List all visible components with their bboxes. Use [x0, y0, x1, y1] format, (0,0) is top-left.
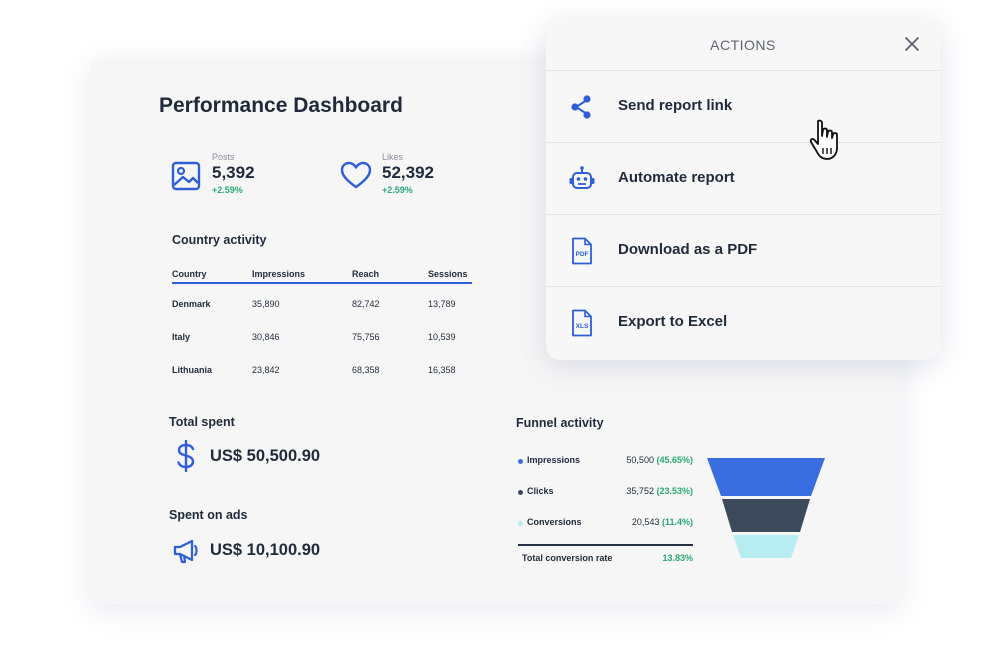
spent-on-ads-title: Spent on ads	[169, 508, 248, 522]
table-cell: 30,846	[252, 332, 280, 342]
actions-header: ACTIONS	[546, 18, 940, 71]
stage-name: Conversions	[527, 517, 582, 527]
dashboard-title: Performance Dashboard	[159, 94, 403, 117]
table-cell: 10,539	[428, 332, 456, 342]
stage-count: 20,543	[631, 517, 660, 527]
table-cell: Italy	[172, 332, 191, 342]
kpi-value: 5,392	[212, 163, 255, 182]
funnel-chart	[707, 458, 825, 558]
table-cell: 82,742	[352, 299, 380, 309]
kpi-value: 52,392	[382, 163, 434, 182]
stage-percent: (11.4%)	[661, 517, 693, 527]
country-activity-table: Country Impressions Reach Sessions Denma…	[172, 264, 472, 383]
hand-pointer-cursor-icon	[809, 119, 838, 160]
download-pdf-button[interactable]: PDF Download as a PDF	[546, 215, 940, 287]
kpi-posts: Posts 5,392 +2.59%	[170, 150, 310, 200]
table-cell: 23,842	[252, 365, 280, 375]
legend-dot	[518, 459, 523, 464]
table-cell: 35,890	[252, 299, 280, 309]
table-cell: 75,756	[352, 332, 380, 342]
action-label: Export to Excel	[618, 313, 728, 330]
stage-count: 50,500	[626, 455, 654, 465]
stage-name: Clicks	[527, 486, 554, 496]
table-cell: 16,358	[428, 365, 456, 375]
actions-panel: ACTIONS Send report link Automate report	[546, 18, 940, 360]
stage-value: 35,752 (23.53%)	[626, 486, 693, 496]
total-conversion-value: 13.83%	[662, 553, 693, 563]
table-row: Italy 30,846 75,756 10,539	[172, 317, 472, 350]
funnel-legend: Impressions 50,500 (45.65%) Clicks 35,75…	[518, 450, 693, 570]
kpi-likes: Likes 52,392 +2.59%	[340, 150, 490, 200]
kpi-label: Posts	[212, 152, 235, 162]
legend-dot	[518, 521, 523, 526]
stage-value: 50,500 (45.65%)	[626, 455, 693, 465]
table-header: Country Impressions Reach Sessions	[172, 264, 472, 284]
column-header: Sessions	[428, 269, 468, 279]
column-header: Impressions	[252, 269, 306, 279]
table-cell: 68,358	[352, 365, 380, 375]
legend-dot	[518, 490, 523, 495]
funnel-total-row: Total conversion rate 13.83%	[518, 544, 693, 570]
spent-on-ads-value: US$ 10,100.90	[172, 534, 392, 568]
dollar-icon	[177, 440, 195, 472]
kpi-change: +2.59%	[212, 185, 243, 195]
funnel-activity-title: Funnel activity	[516, 416, 604, 430]
actions-title: ACTIONS	[710, 37, 776, 53]
stage-percent: (23.53%)	[656, 486, 693, 496]
amount: US$ 10,100.90	[210, 541, 321, 559]
stage-name: Impressions	[527, 455, 581, 465]
action-label: Download as a PDF	[618, 241, 758, 258]
svg-text:XLS: XLS	[576, 323, 589, 330]
action-label: Send report link	[618, 97, 733, 114]
funnel-row-conversions: Conversions 20,543 (11.4%)	[518, 512, 693, 543]
close-icon[interactable]	[904, 36, 920, 52]
stage-percent: (45.65%)	[656, 455, 693, 465]
column-header: Reach	[352, 269, 380, 279]
funnel-segment-conversions	[733, 535, 799, 558]
total-conversion-label: Total conversion rate	[522, 553, 613, 563]
action-label: Automate report	[618, 169, 735, 186]
table-cell: Denmark	[172, 299, 211, 309]
megaphone-icon	[173, 539, 198, 564]
table-cell: Lithuania	[172, 365, 212, 375]
automate-report-button[interactable]: Automate report	[546, 143, 940, 215]
table-row: Denmark 35,890 82,742 13,789	[172, 284, 472, 317]
funnel-segment-impressions	[707, 458, 825, 496]
image-icon	[171, 161, 201, 191]
total-spent-title: Total spent	[169, 415, 235, 429]
xls-file-icon: XLS	[572, 309, 592, 337]
share-icon	[571, 95, 591, 119]
amount: US$ 50,500.90	[210, 447, 321, 465]
pdf-file-icon: PDF	[572, 237, 592, 265]
column-header: Country	[172, 269, 207, 279]
country-activity-title: Country activity	[172, 233, 267, 247]
total-spent-value: US$ 50,500.90	[172, 440, 392, 474]
export-excel-button[interactable]: XLS Export to Excel	[546, 287, 940, 359]
kpi-change: +2.59%	[382, 185, 413, 195]
stage-value: 20,543 (11.4%)	[632, 517, 693, 527]
table-cell: 13,789	[428, 299, 456, 309]
funnel-row-impressions: Impressions 50,500 (45.65%)	[518, 450, 693, 481]
svg-text:PDF: PDF	[576, 251, 589, 258]
send-report-link-button[interactable]: Send report link	[546, 71, 940, 143]
funnel-segment-clicks	[722, 499, 810, 532]
table-row: Lithuania 23,842 68,358 16,358	[172, 350, 472, 383]
kpi-label: Likes	[382, 152, 404, 162]
stage-count: 35,752	[626, 486, 654, 496]
robot-icon	[569, 166, 595, 189]
funnel-row-clicks: Clicks 35,752 (23.53%)	[518, 481, 693, 512]
heart-icon	[340, 161, 372, 189]
